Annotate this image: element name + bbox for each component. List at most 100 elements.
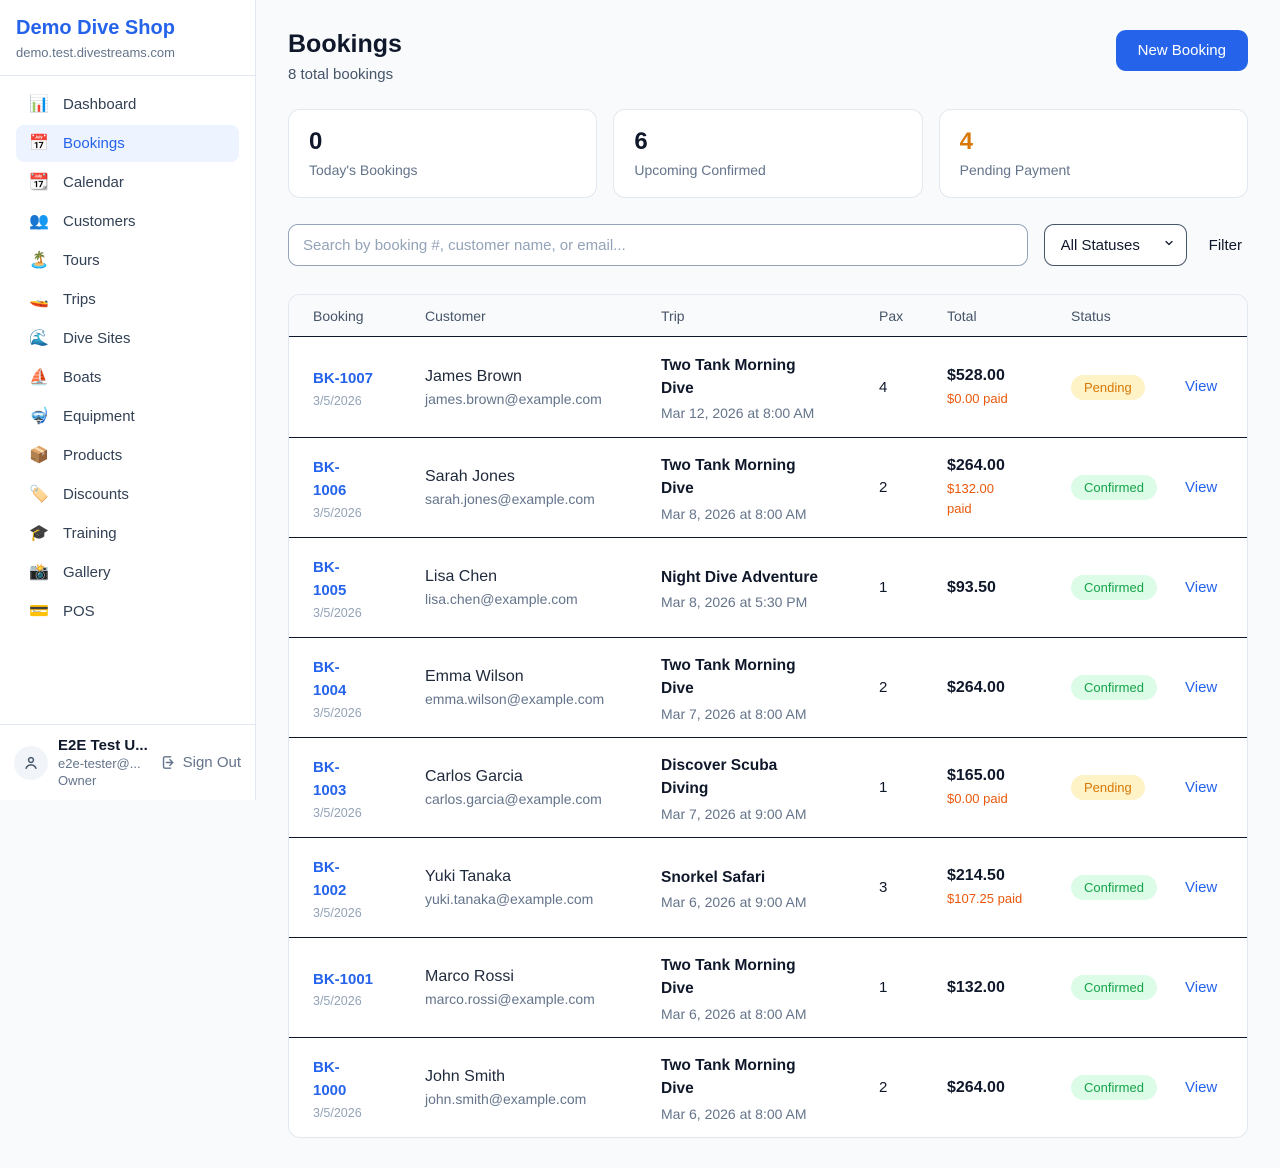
customer-cell: John Smith john.smith@example.com <box>425 1068 661 1107</box>
sidebar-item[interactable]: 💳 POS <box>16 593 239 630</box>
booking-date: 3/5/2026 <box>313 805 362 820</box>
booking-cell: BK-1007 3/5/2026 <box>313 367 425 407</box>
sidebar-item-label: Discounts <box>63 486 129 503</box>
sidebar-item[interactable]: 🎓 Training <box>16 515 239 552</box>
sidebar-item[interactable]: 🏷️ Discounts <box>16 476 239 513</box>
filter-button[interactable]: Filter <box>1208 236 1242 254</box>
stat-card: 0 Today's Bookings <box>288 109 598 199</box>
view-link[interactable]: View <box>1185 378 1218 396</box>
view-link[interactable]: View <box>1185 578 1218 596</box>
total-amount: $264.00 <box>947 457 1005 475</box>
customer-email: james.brown@example.com <box>425 390 602 407</box>
view-link[interactable]: View <box>1185 478 1218 496</box>
sidebar-item[interactable]: 🌊 Dive Sites <box>16 320 239 357</box>
table-row: BK- 1000 3/5/2026 John Smith john.smith@… <box>289 1037 1247 1137</box>
booking-cell: BK- 1000 3/5/2026 <box>313 1056 425 1120</box>
status-cell: Pending <box>1071 775 1185 801</box>
bookings-calendar-icon: 📅 <box>29 134 49 152</box>
status-cell: Pending <box>1071 374 1185 400</box>
view-link[interactable]: View <box>1185 778 1218 796</box>
stat-label: Upcoming Confirmed <box>634 162 766 179</box>
page-subtitle: 8 total bookings <box>288 66 394 83</box>
sidebar-item-label: Training <box>63 525 117 542</box>
sidebar-user-footer: E2E Test U... e2e-tester@... Owner Sign … <box>0 724 255 800</box>
status-cell: Confirmed <box>1071 875 1185 901</box>
sidebar-item[interactable]: 🤿 Equipment <box>16 398 239 435</box>
view-link[interactable]: View <box>1185 1078 1218 1096</box>
booking-cell: BK- 1006 3/5/2026 <box>313 456 425 520</box>
sidebar-item[interactable]: 🏝️ Tours <box>16 242 239 279</box>
sidebar-item[interactable]: 📦 Products <box>16 437 239 474</box>
pax-cell: 2 <box>879 479 888 497</box>
booking-date: 3/5/2026 <box>313 505 362 520</box>
status-badge: Confirmed <box>1071 875 1157 901</box>
dive-sites-wave-icon: 🌊 <box>29 329 49 347</box>
customers-people-icon: 👥 <box>29 212 49 230</box>
total-amount: $214.50 <box>947 867 1005 885</box>
booking-id-link[interactable]: BK- 1003 <box>313 759 347 800</box>
booking-id-link[interactable]: BK-1001 <box>313 970 374 988</box>
customer-email: john.smith@example.com <box>425 1091 587 1108</box>
actions-cell: View <box>1185 1079 1223 1097</box>
pax-cell: 3 <box>879 879 888 897</box>
trip-name: Two Tank Morning Dive <box>661 957 796 998</box>
sidebar-item[interactable]: 📅 Bookings <box>16 125 239 162</box>
avatar <box>14 745 48 780</box>
sidebar-item[interactable]: 📆 Calendar <box>16 164 239 201</box>
booking-cell: BK- 1003 3/5/2026 <box>313 756 425 820</box>
sidebar-item[interactable]: 📊 Dashboard <box>16 86 239 123</box>
trip-datetime: Mar 6, 2026 at 8:00 AM <box>661 1005 807 1022</box>
booking-id-link[interactable]: BK- 1005 <box>313 559 347 600</box>
trip-cell: Night Dive Adventure Mar 8, 2026 at 5:30… <box>661 566 879 610</box>
sign-out-button[interactable]: Sign Out <box>160 754 241 771</box>
col-header-status: Status <box>1071 307 1111 324</box>
customer-cell: Carlos Garcia carlos.garcia@example.com <box>425 768 661 807</box>
booking-date: 3/5/2026 <box>313 994 362 1009</box>
shop-domain: demo.test.divestreams.com <box>16 45 175 60</box>
stat-label: Pending Payment <box>959 162 1071 179</box>
booking-cell: BK- 1002 3/5/2026 <box>313 856 425 920</box>
page-title: Bookings <box>288 30 402 58</box>
user-email: e2e-tester@... <box>58 756 141 771</box>
sidebar-item-label: Customers <box>63 213 136 230</box>
trip-name: Two Tank Morning Dive <box>661 1057 796 1098</box>
customer-name: Sarah Jones <box>425 468 515 486</box>
trip-cell: Two Tank Morning Dive Mar 8, 2026 at 8:0… <box>661 454 879 522</box>
pos-credit-card-icon: 💳 <box>29 602 49 620</box>
dashboard-chart-icon: 📊 <box>29 95 49 113</box>
trip-datetime: Mar 7, 2026 at 8:00 AM <box>661 705 807 722</box>
sign-out-label: Sign Out <box>182 754 241 771</box>
search-input[interactable] <box>288 224 1028 267</box>
trip-name: Discover Scuba Diving <box>661 757 778 798</box>
booking-id-link[interactable]: BK- 1000 <box>313 1059 347 1100</box>
view-link[interactable]: View <box>1185 678 1218 696</box>
sidebar-item-label: Bookings <box>63 135 125 152</box>
view-link[interactable]: View <box>1185 878 1218 896</box>
total-amount: $93.50 <box>947 578 996 596</box>
sidebar-item[interactable]: ⛵ Boats <box>16 359 239 396</box>
sidebar-item[interactable]: 🚤 Trips <box>16 281 239 318</box>
total-amount: $264.00 <box>947 1078 1005 1096</box>
sidebar-item-label: Equipment <box>63 408 135 425</box>
sidebar-item-label: Calendar <box>63 174 124 191</box>
view-link[interactable]: View <box>1185 978 1218 996</box>
booking-id-link[interactable]: BK- 1006 <box>313 459 347 500</box>
booking-id-link[interactable]: BK- 1004 <box>313 659 347 700</box>
training-grad-cap-icon: 🎓 <box>29 524 49 542</box>
booking-id-link[interactable]: BK-1007 <box>313 370 374 388</box>
sidebar-item-label: Boats <box>63 369 102 386</box>
customer-name: Carlos Garcia <box>425 768 523 786</box>
customer-email: lisa.chen@example.com <box>425 591 578 608</box>
new-booking-button[interactable]: New Booking <box>1115 30 1248 71</box>
status-filter-select[interactable]: All Statuses <box>1043 224 1187 267</box>
booking-id-link[interactable]: BK- 1002 <box>313 859 347 900</box>
sidebar-item[interactable]: 📸 Gallery <box>16 554 239 591</box>
stat-value: 4 <box>959 128 974 155</box>
trip-datetime: Mar 6, 2026 at 8:00 AM <box>661 1105 807 1122</box>
booking-cell: BK- 1004 3/5/2026 <box>313 656 425 720</box>
customer-name: Emma Wilson <box>425 668 524 686</box>
customer-email: carlos.garcia@example.com <box>425 791 602 808</box>
sidebar-item[interactable]: 👥 Customers <box>16 203 239 240</box>
total-cell: $264.00 <box>947 679 1071 697</box>
table-row: BK- 1002 3/5/2026 Yuki Tanaka yuki.tanak… <box>289 837 1247 937</box>
